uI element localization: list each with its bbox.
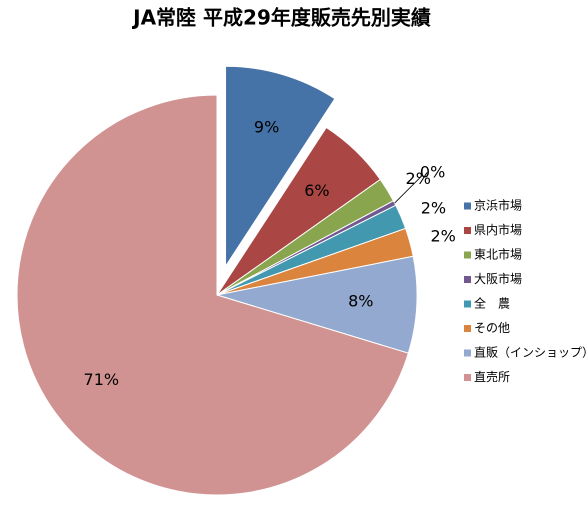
legend-label: 京浜市場 — [474, 198, 522, 213]
legend-swatch — [464, 227, 471, 234]
legend-label: 直販（インショップ） — [474, 346, 588, 360]
pie-slice — [16, 94, 409, 496]
data-label: 2% — [406, 169, 431, 188]
pie-slice — [216, 255, 418, 354]
data-label: 2% — [421, 198, 446, 217]
legend-label: 全 農 — [474, 296, 510, 311]
legend-swatch — [464, 276, 471, 283]
data-label: 8% — [348, 292, 373, 311]
legend-label: 大阪市場 — [474, 271, 522, 286]
legend-swatch — [464, 349, 471, 357]
data-label: 9% — [254, 118, 279, 137]
legend-label: その他 — [474, 321, 510, 335]
legend-swatch — [464, 251, 471, 259]
legend-swatch — [464, 374, 471, 381]
leader-line — [394, 176, 421, 204]
data-label: 71% — [84, 370, 120, 389]
data-label: 0% — [420, 163, 445, 182]
legend-swatch — [464, 300, 471, 308]
legend-swatch — [464, 202, 471, 210]
legend-swatch — [464, 325, 471, 332]
chart-title: JA常陸 平成29年度販売先別実績 — [131, 6, 431, 30]
legend-label: 直売所 — [474, 369, 510, 384]
data-label: 6% — [304, 181, 329, 200]
data-label: 2% — [431, 226, 456, 245]
pie-slice — [225, 65, 336, 268]
legend-label: 東北市場 — [474, 247, 522, 262]
legend-label: 県内市場 — [474, 222, 522, 237]
